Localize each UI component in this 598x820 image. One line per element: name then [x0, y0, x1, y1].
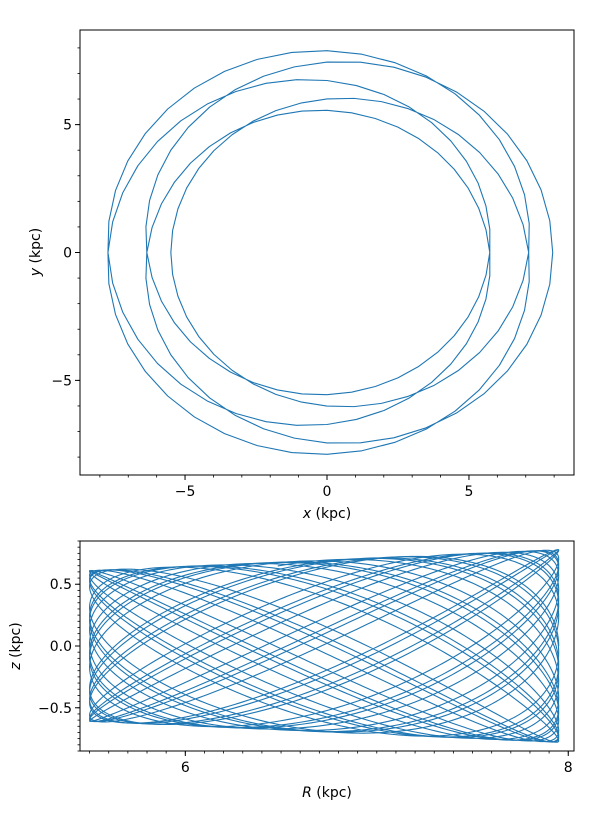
- rz-orbit-line: [89, 549, 560, 743]
- rz-y-axis-unit: (kpc): [8, 622, 24, 662]
- xy-orbit-line: [107, 50, 554, 455]
- xy-x-axis-unit: (kpc): [311, 506, 351, 522]
- rz-x-axis-var: R: [302, 785, 312, 801]
- xy-y-tick-label: 0: [63, 246, 72, 262]
- rz-y-axis-var: z: [8, 662, 24, 671]
- rz-x-tick-label: 6: [181, 760, 190, 776]
- xy-x-tick-label: 0: [323, 484, 332, 500]
- rz-x-axis-label: R (kpc): [302, 785, 352, 801]
- xy-x-axis-label: x (kpc): [302, 506, 351, 522]
- xy-x-tick-label: 5: [464, 484, 473, 500]
- rz-y-axis-label: z (kpc): [8, 622, 24, 670]
- rz-y-ticks: −0.5 0.0 0.5: [38, 540, 80, 752]
- xy-y-tick-label: −5: [51, 373, 72, 389]
- rz-x-axis-unit: (kpc): [312, 785, 352, 801]
- rz-y-tick-label: 0.0: [50, 639, 72, 655]
- rz-y-tick-label: −0.5: [38, 701, 72, 717]
- xy-y-axis-unit: (kpc): [28, 228, 44, 268]
- xy-y-ticks: −5 0 5: [51, 47, 80, 458]
- xy-plot-frame: [79, 29, 575, 476]
- xy-orbit-panel: −5 0 5 −5 0 5 x (kpc) y (kpc): [28, 29, 575, 522]
- xy-y-axis-var: y: [28, 267, 44, 277]
- xy-x-axis-var: x: [302, 506, 312, 522]
- xy-y-tick-label: 5: [63, 118, 72, 134]
- xy-x-ticks: −5 0 5: [99, 475, 555, 500]
- rz-x-tick-label: 8: [564, 760, 573, 776]
- xy-x-tick-label: −5: [175, 484, 196, 500]
- rz-y-tick-label: 0.5: [50, 577, 72, 593]
- xy-y-axis-label: y (kpc): [28, 228, 44, 277]
